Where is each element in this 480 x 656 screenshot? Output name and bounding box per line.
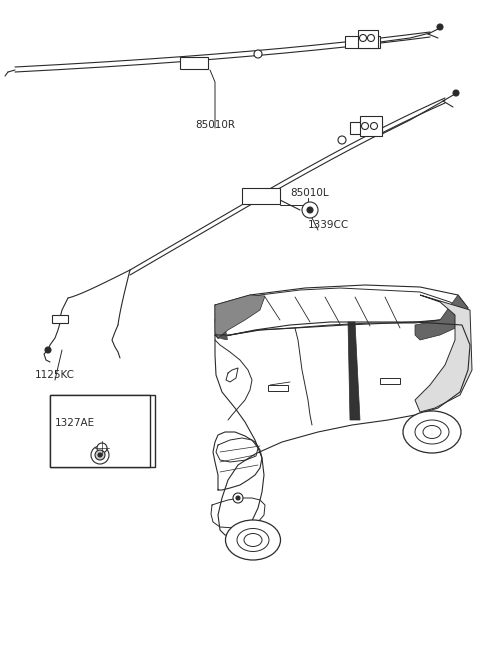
Circle shape	[98, 453, 102, 457]
Text: 1339CC: 1339CC	[308, 220, 349, 230]
Circle shape	[361, 123, 369, 129]
Circle shape	[254, 50, 262, 58]
Circle shape	[233, 493, 243, 503]
Bar	[350, 122, 382, 134]
Text: 1125KC: 1125KC	[35, 370, 75, 380]
Circle shape	[93, 439, 111, 457]
Circle shape	[302, 202, 318, 218]
Circle shape	[437, 24, 443, 30]
Ellipse shape	[237, 529, 269, 552]
Ellipse shape	[226, 520, 280, 560]
Ellipse shape	[423, 426, 441, 438]
Ellipse shape	[244, 533, 262, 546]
Text: 85010R: 85010R	[195, 120, 235, 130]
Bar	[50, 395, 150, 467]
Bar	[358, 30, 378, 48]
Circle shape	[236, 496, 240, 500]
Circle shape	[45, 347, 51, 353]
Bar	[180, 57, 208, 69]
Text: 85010L: 85010L	[290, 188, 329, 198]
Circle shape	[453, 90, 459, 96]
Ellipse shape	[415, 420, 449, 444]
Circle shape	[95, 450, 105, 460]
Text: 1327AE: 1327AE	[55, 418, 95, 428]
Circle shape	[360, 35, 367, 41]
Polygon shape	[215, 305, 228, 340]
Bar	[268, 385, 288, 391]
Polygon shape	[348, 322, 360, 420]
Bar	[242, 188, 280, 204]
Polygon shape	[415, 295, 472, 412]
Circle shape	[91, 446, 109, 464]
Ellipse shape	[403, 411, 461, 453]
Bar	[345, 36, 380, 48]
Circle shape	[371, 123, 377, 129]
Polygon shape	[215, 295, 265, 338]
Bar	[360, 116, 382, 136]
Circle shape	[97, 443, 107, 453]
Bar	[52, 315, 68, 323]
Bar	[380, 378, 400, 384]
Bar	[50, 395, 155, 467]
Circle shape	[307, 207, 313, 213]
Circle shape	[368, 35, 374, 41]
Circle shape	[338, 136, 346, 144]
Polygon shape	[415, 295, 468, 340]
